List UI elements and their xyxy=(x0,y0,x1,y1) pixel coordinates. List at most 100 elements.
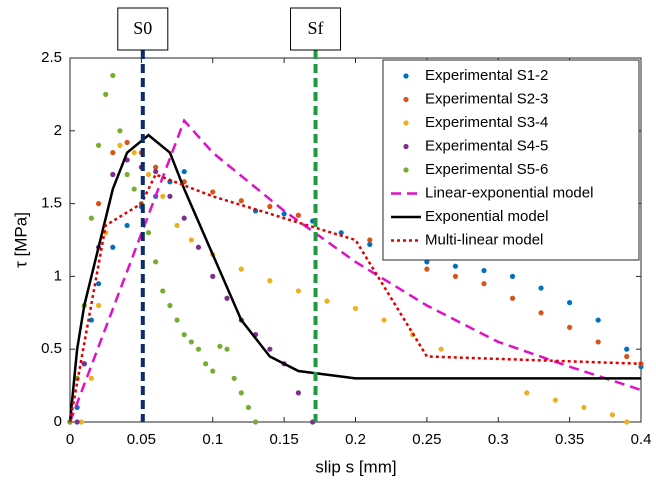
data-point xyxy=(95,302,102,309)
data-point xyxy=(509,295,516,301)
data-point xyxy=(110,171,116,178)
x-tick-label: 0.15 xyxy=(270,431,299,448)
y-tick-label: 0.5 xyxy=(41,340,62,357)
x-tick-label: 0.4 xyxy=(631,431,652,448)
data-point xyxy=(595,317,601,323)
data-point xyxy=(524,390,530,396)
data-point xyxy=(160,288,166,294)
data-point xyxy=(117,128,123,134)
data-point xyxy=(103,91,109,97)
data-point xyxy=(167,193,173,199)
legend-symbol xyxy=(403,120,409,126)
data-point xyxy=(95,281,102,287)
data-point xyxy=(338,230,344,236)
data-point xyxy=(238,266,244,272)
data-point xyxy=(552,397,558,403)
data-point xyxy=(538,310,544,316)
x-tick-label: 0.25 xyxy=(412,431,441,448)
x-tick-label: 0 xyxy=(66,431,74,448)
data-point xyxy=(174,317,180,323)
y-tick-label: 2 xyxy=(54,122,62,139)
x-tick-label: 0.3 xyxy=(488,431,509,448)
data-point xyxy=(153,259,159,265)
data-point xyxy=(88,375,95,381)
data-point xyxy=(110,72,116,79)
data-point xyxy=(131,186,137,192)
data-point xyxy=(538,285,544,291)
data-point xyxy=(124,139,130,146)
data-point xyxy=(188,339,194,345)
data-point xyxy=(481,267,487,274)
legend-symbol xyxy=(403,73,409,79)
data-point xyxy=(267,278,273,284)
y-tick-label: 1.5 xyxy=(41,195,62,212)
legend-label: Experimental S4-5 xyxy=(425,137,548,154)
data-point xyxy=(381,317,387,323)
data-point xyxy=(367,237,373,243)
data-point xyxy=(88,317,95,323)
data-point xyxy=(153,168,159,175)
data-point xyxy=(145,171,152,178)
data-point xyxy=(195,244,202,250)
data-point xyxy=(245,404,252,411)
data-point xyxy=(295,212,301,218)
data-point xyxy=(624,346,630,352)
data-point xyxy=(181,168,187,175)
data-point xyxy=(117,142,123,148)
data-point xyxy=(124,171,130,178)
data-point xyxy=(581,404,587,411)
data-point xyxy=(203,361,209,367)
data-point xyxy=(324,298,330,304)
model-line xyxy=(68,133,641,423)
data-point xyxy=(252,419,259,425)
data-point xyxy=(145,230,152,236)
data-point xyxy=(167,302,173,309)
data-point xyxy=(160,193,166,199)
legend-label: Linear-exponential model xyxy=(425,184,593,201)
data-point xyxy=(267,346,273,352)
data-point xyxy=(210,189,216,195)
y-axis-label: τ [MPa] xyxy=(11,212,30,268)
data-point xyxy=(224,346,230,352)
legend-label: Experimental S1-2 xyxy=(425,67,548,84)
x-tick-label: 0.35 xyxy=(555,431,584,448)
data-point xyxy=(124,222,130,229)
data-point xyxy=(295,390,301,396)
model-line xyxy=(68,118,642,423)
x-tick-label: 0.05 xyxy=(127,431,156,448)
data-point xyxy=(153,164,159,170)
data-point xyxy=(181,215,187,221)
data-point xyxy=(81,361,87,367)
legend-label: Experimental S3-4 xyxy=(425,114,548,131)
legend-label: Multi-linear model xyxy=(425,231,543,248)
data-point xyxy=(238,198,244,204)
y-tick-label: 2.5 xyxy=(41,49,62,66)
x-tick-label: 0.1 xyxy=(202,431,223,448)
data-point xyxy=(131,150,137,156)
x-axis-label: slip s [mm] xyxy=(315,457,396,476)
data-point xyxy=(88,215,95,221)
legend-symbol xyxy=(403,167,409,173)
annotation-label: Sf xyxy=(308,18,324,38)
data-point xyxy=(217,343,223,349)
data-point xyxy=(281,211,287,217)
data-point xyxy=(567,300,573,306)
data-point xyxy=(452,263,459,269)
data-point xyxy=(424,259,430,265)
data-point xyxy=(452,273,459,279)
data-point xyxy=(609,412,616,418)
plot-frame xyxy=(69,57,642,423)
data-point xyxy=(210,368,216,374)
data-point xyxy=(624,419,630,425)
legend-symbol xyxy=(403,96,409,103)
data-point xyxy=(595,339,601,345)
x-tick-label: 0.2 xyxy=(345,431,366,448)
data-point xyxy=(181,332,187,338)
legend-box xyxy=(382,59,640,261)
data-point xyxy=(509,273,516,279)
data-point xyxy=(438,346,444,352)
data-point xyxy=(110,150,116,156)
data-point xyxy=(210,273,216,279)
data-point xyxy=(174,222,180,229)
data-point xyxy=(78,419,85,425)
